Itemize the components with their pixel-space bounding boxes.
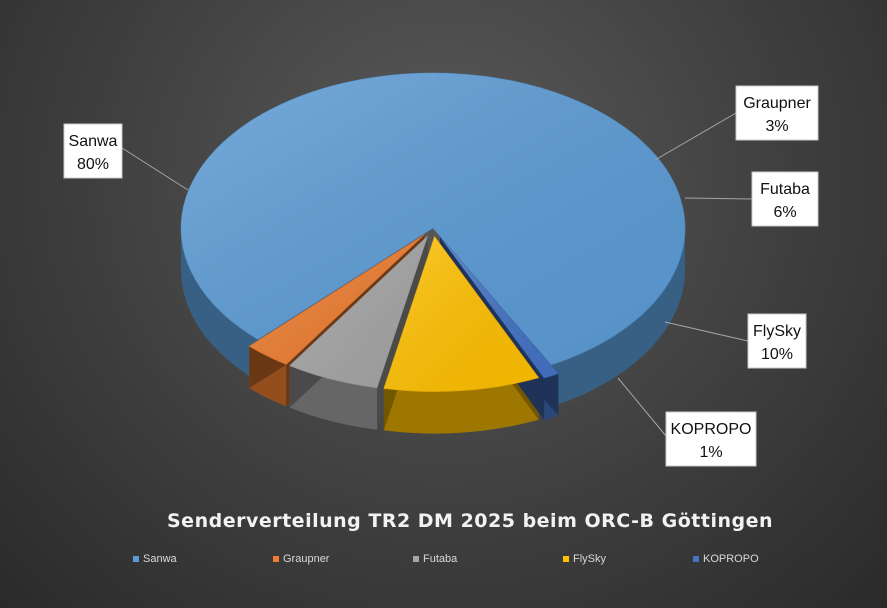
leader-line — [121, 147, 189, 191]
legend-label: KOPROPO — [703, 553, 759, 565]
data-label-graupner: Graupner 3% — [654, 85, 819, 161]
legend-label: Sanwa — [143, 553, 177, 565]
label-category: FlySky — [753, 323, 801, 340]
legend-label: Graupner — [283, 553, 330, 565]
data-labels: Sanwa80%Graupner3%Futaba6%FlySky10%KOPRO… — [63, 85, 819, 467]
legend-swatch — [413, 556, 419, 562]
leader-line — [617, 377, 667, 437]
label-category: Futaba — [760, 181, 810, 198]
legend-item-futaba: Futaba — [413, 553, 457, 565]
leader-line — [684, 197, 753, 200]
legend: Sanwa Graupner Futaba FlySky KOPROPO — [130, 553, 770, 567]
data-label-futaba: Futaba 6% — [684, 171, 819, 227]
data-label-kopropo: KOPROPO 1% — [617, 377, 757, 467]
label-box — [751, 171, 819, 227]
label-percent: 6% — [773, 204, 796, 221]
legend-swatch — [693, 556, 699, 562]
label-box — [665, 411, 757, 467]
legend-swatch — [563, 556, 569, 562]
label-box — [63, 123, 123, 179]
label-percent: 3% — [765, 118, 788, 135]
label-percent: 1% — [699, 444, 722, 461]
legend-label: FlySky — [573, 553, 606, 565]
legend-item-sanwa: Sanwa — [133, 553, 177, 565]
label-box — [747, 313, 807, 369]
legend-item-kopropo: KOPROPO — [693, 553, 759, 565]
legend-item-flysky: FlySky — [563, 553, 606, 565]
label-percent: 10% — [761, 346, 793, 363]
label-percent: 80% — [77, 156, 109, 173]
data-label-sanwa: Sanwa 80% — [63, 123, 189, 191]
label-category: Graupner — [743, 95, 811, 112]
label-category: Sanwa — [69, 133, 118, 150]
chart-title: Senderverteilung TR2 DM 2025 beim ORC-B … — [167, 510, 773, 532]
label-category: KOPROPO — [671, 421, 752, 438]
leader-line — [664, 321, 749, 342]
leader-line — [654, 112, 737, 161]
label-box — [735, 85, 819, 141]
legend-item-graupner: Graupner — [273, 553, 329, 565]
data-label-flysky: FlySky 10% — [664, 313, 807, 369]
legend-label: Futaba — [423, 553, 458, 565]
legend-swatch — [133, 556, 139, 562]
legend-swatch — [273, 556, 279, 562]
